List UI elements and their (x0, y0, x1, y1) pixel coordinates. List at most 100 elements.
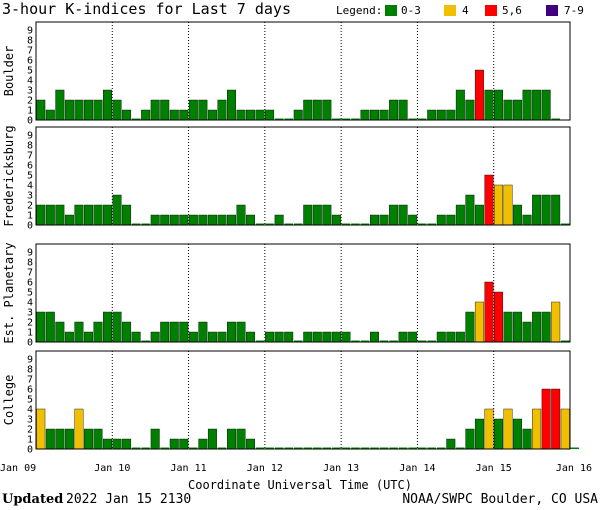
legend-entry-4: 4 (462, 4, 469, 17)
y-tick-label: 9 (27, 131, 33, 142)
k-bar (64, 99, 74, 121)
k-bar (55, 428, 65, 450)
y-tick-label: 5 (27, 395, 33, 406)
k-bar (532, 311, 542, 343)
k-bar (265, 447, 274, 449)
k-bar (207, 109, 217, 121)
y-tick-label: 7 (27, 151, 33, 162)
k-bar (45, 204, 55, 226)
k-bar (293, 340, 303, 342)
k-bar (379, 340, 389, 342)
k-bar (322, 99, 332, 121)
k-bar (265, 223, 274, 225)
x-axis-label: Coordinate Universal Time (UTC) (188, 478, 412, 492)
y-tick-label: 3 (27, 415, 33, 426)
k-bar (351, 340, 360, 342)
k-bar (398, 204, 408, 226)
k-bar (427, 340, 436, 342)
x-axis-ticks: Jan 09 Jan 10 Jan 11 Jan 12 Jan 13 Jan 14 Jan … (0, 463, 592, 474)
k-bar (265, 109, 275, 121)
k-bar (246, 109, 256, 121)
k-bar (131, 118, 141, 120)
k-bar (103, 89, 112, 121)
k-bar (560, 223, 570, 225)
k-bar (322, 447, 332, 449)
k-bar (36, 99, 46, 121)
y-tick-label: 9 (27, 248, 33, 259)
k-bar (150, 428, 160, 450)
panel-frame (35, 350, 571, 450)
k-bar (141, 447, 150, 449)
k-bar (103, 438, 112, 450)
y-tick-label: 1 (27, 211, 33, 222)
k-bar (379, 447, 389, 449)
k-bar (255, 340, 265, 342)
k-bar (293, 223, 303, 225)
k-bar (274, 214, 284, 226)
k-bar (55, 204, 65, 226)
k-bar (341, 447, 351, 449)
k-bar (74, 204, 84, 226)
k-bar (494, 184, 503, 226)
k-bar (522, 214, 532, 226)
k-bar (541, 89, 551, 121)
y-tick-label: 8 (27, 141, 33, 152)
panel-station-label: Fredericksburg (2, 125, 16, 226)
k-bar (389, 204, 399, 226)
k-bar (169, 321, 179, 343)
k-bar (141, 109, 151, 121)
k-bar (122, 204, 132, 226)
panels: 0123456789Boulder0123456789Fredericksbur… (2, 21, 580, 456)
k-bar (551, 388, 561, 450)
y-tick-label: 0 (27, 338, 33, 349)
k-bar (150, 331, 160, 343)
k-bar (474, 418, 484, 450)
y-tick-label: 2 (27, 425, 33, 436)
k-bar (207, 214, 217, 226)
k-bar (169, 214, 179, 226)
k-bar (484, 281, 494, 343)
k-bar (312, 204, 322, 226)
k-bar (446, 438, 456, 450)
k-bar (112, 194, 122, 226)
k-bar (236, 321, 246, 343)
k-bar (36, 204, 46, 226)
k-bar (236, 204, 246, 226)
y-tick-label: 6 (27, 161, 33, 172)
k-bar (360, 340, 370, 342)
k-bar (189, 447, 198, 449)
k-bar (93, 99, 103, 121)
updated-label: Updated (2, 492, 63, 507)
k-bar (379, 109, 389, 121)
k-bar (331, 331, 341, 343)
k-bar (83, 204, 93, 226)
k-bar (427, 109, 437, 121)
k-bar (303, 447, 313, 449)
k-bar (93, 204, 103, 226)
k-bar (131, 331, 141, 343)
k-bar (312, 99, 322, 121)
chart-title: 3-hour K-indices for Last 7 days (2, 0, 291, 18)
k-bar (112, 99, 122, 121)
k-bar (446, 331, 456, 343)
k-bar (188, 214, 198, 226)
y-tick-label: 9 (27, 26, 33, 37)
k-bar (351, 118, 360, 120)
k-bar (370, 109, 379, 121)
k-bar (341, 331, 351, 343)
k-bar (484, 174, 494, 226)
panel-station-label: College (2, 375, 16, 426)
k-bar (179, 438, 189, 450)
k-bar (303, 204, 313, 226)
x-tick-label: Jan 11 (171, 463, 207, 474)
k-bar (74, 408, 84, 450)
k-bar (474, 69, 484, 121)
k-bar (227, 428, 236, 450)
k-bar (207, 428, 217, 450)
k-bar (427, 223, 436, 225)
k-bar (560, 340, 570, 342)
k-bar (131, 447, 141, 449)
k-bar (379, 214, 389, 226)
